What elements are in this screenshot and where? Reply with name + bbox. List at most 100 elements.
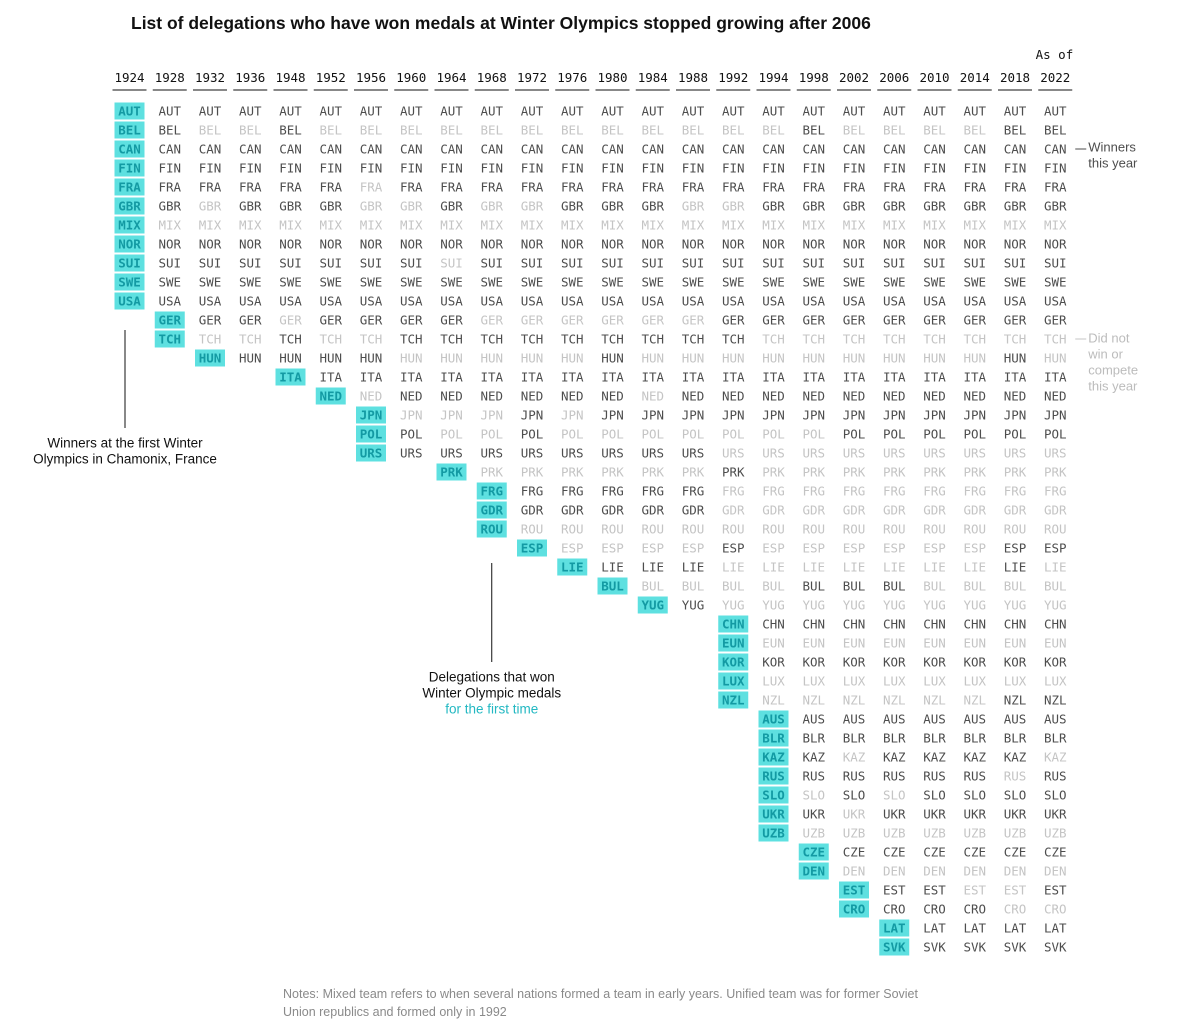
first-time-highlight: [114, 254, 145, 272]
delegation-cell-not-won: POL: [601, 427, 624, 442]
delegation-cell-won: POL: [843, 427, 866, 442]
delegation-cell-won: FRA: [1004, 180, 1027, 195]
delegation-cell-won: RUS: [923, 769, 946, 784]
delegation-cell-not-won: ROU: [722, 522, 745, 537]
delegation-cell-won: AUT: [279, 104, 302, 119]
first-time-highlight: [718, 691, 749, 709]
delegation-cell-won: FRA: [641, 180, 664, 195]
delegation-cell-not-won: PRK: [1004, 465, 1027, 480]
delegation-cell-won: GER: [843, 313, 866, 328]
delegation-cell-not-won: HUN: [1044, 351, 1067, 366]
delegation-cell-not-won: ESP: [843, 541, 866, 556]
delegation-cell-won: HUN: [279, 351, 302, 366]
delegation-cell-won: JPN: [1044, 408, 1067, 423]
delegation-cell-won: FRA: [682, 180, 705, 195]
delegation-cell-won: AUS: [843, 712, 866, 727]
delegation-cell-won: CZE: [1044, 845, 1067, 860]
year-header: 2022: [1040, 70, 1070, 85]
delegation-cell-won: CZE: [843, 845, 866, 860]
delegation-cell-not-won: YUG: [1004, 598, 1027, 613]
delegation-cell-not-won: PRK: [521, 465, 544, 480]
first-time-highlight: [718, 672, 749, 690]
delegation-cell-won: URS: [400, 446, 423, 461]
delegation-cell-won: USA: [601, 294, 624, 309]
delegation-cell-won: ITA: [601, 370, 624, 385]
delegation-cell-won: FRA: [963, 180, 986, 195]
delegation-cell-not-won: NZL: [762, 693, 785, 708]
delegation-cell-won: FIN: [561, 161, 584, 176]
delegation-cell-not-won: MIX: [279, 218, 302, 233]
delegation-cell-won: FIN: [400, 161, 423, 176]
delegation-cell-won: ITA: [521, 370, 544, 385]
delegation-cell-not-won: POL: [722, 427, 745, 442]
delegation-cell-won: USA: [521, 294, 544, 309]
year-header: 1988: [678, 70, 708, 85]
delegation-cell-first: LUX: [722, 674, 745, 689]
delegation-cell-won: CHN: [1004, 617, 1027, 632]
delegation-cell-won: GBR: [762, 199, 785, 214]
year-header: 1948: [275, 70, 305, 85]
delegation-cell-won: FIN: [1044, 161, 1067, 176]
first-winter-annotation-line: Winners at the first Winter: [47, 436, 203, 451]
delegation-cell-won: SUI: [601, 256, 624, 271]
delegation-cell-not-won: POL: [641, 427, 664, 442]
delegation-cell-first: SWE: [118, 275, 141, 290]
delegation-cell-not-won: BUL: [1044, 579, 1067, 594]
delegation-cell-won: GBR: [883, 199, 906, 214]
first-time-highlight: [758, 805, 789, 823]
delegation-cell-won: CAN: [521, 142, 544, 157]
delegation-cell-not-won: EUN: [923, 636, 946, 651]
delegation-cell-won: POL: [521, 427, 544, 442]
delegation-cell-not-won: ESP: [963, 541, 986, 556]
delegation-cell-won: ITA: [802, 370, 825, 385]
delegation-cell-won: SUI: [279, 256, 302, 271]
delegation-cell-won: AUT: [762, 104, 785, 119]
delegation-cell-not-won: JPN: [400, 408, 423, 423]
delegation-cell-won: SWE: [480, 275, 503, 290]
delegation-cell-won: FIN: [440, 161, 463, 176]
delegation-cell-won: KOR: [1044, 655, 1067, 670]
delegation-cell-won: CAN: [561, 142, 584, 157]
delegation-cell-not-won: FRG: [1044, 484, 1067, 499]
delegation-cell-won: AUT: [319, 104, 342, 119]
delegation-cell-won: FRA: [762, 180, 785, 195]
delegation-cell-won: KOR: [923, 655, 946, 670]
delegation-cell-first: GBR: [118, 199, 141, 214]
delegation-cell-won: FIN: [601, 161, 624, 176]
delegation-cell-won: BLR: [1004, 731, 1027, 746]
delegation-cell-won: FRA: [521, 180, 544, 195]
delegation-cell-won: SUI: [400, 256, 423, 271]
delegation-cell-not-won: FRG: [843, 484, 866, 499]
delegation-cell-won: POL: [883, 427, 906, 442]
delegation-cell-won: CHN: [963, 617, 986, 632]
delegation-cell-won: GER: [762, 313, 785, 328]
delegation-cell-not-won: LIE: [923, 560, 946, 575]
delegation-cell-won: USA: [1044, 294, 1067, 309]
delegation-cell-won: CAN: [1044, 142, 1067, 157]
delegation-cell-won: AUT: [239, 104, 262, 119]
not-won-annotation-line: this year: [1088, 379, 1138, 394]
delegation-cell-won: URS: [440, 446, 463, 461]
delegation-cell-not-won: NZL: [883, 693, 906, 708]
delegation-cell-not-won: ROU: [1044, 522, 1067, 537]
first-time-highlight: [114, 121, 145, 139]
first-time-highlight: [718, 615, 749, 633]
delegation-cell-not-won: HUN: [480, 351, 503, 366]
delegation-cell-not-won: DEN: [923, 864, 946, 879]
year-header: 1968: [477, 70, 507, 85]
delegation-cell-won: URS: [480, 446, 503, 461]
delegation-cell-not-won: GER: [601, 313, 624, 328]
delegation-cell-not-won: URS: [963, 446, 986, 461]
delegation-cell-won: CAN: [400, 142, 423, 157]
delegation-cell-won: UKR: [963, 807, 986, 822]
delegation-cell-won: RUS: [1044, 769, 1067, 784]
first-time-highlight: [114, 102, 145, 120]
year-header: 1924: [114, 70, 144, 85]
first-time-highlight: [356, 425, 386, 443]
delegation-cell-won: GBR: [561, 199, 584, 214]
delegation-cell-won: NED: [1044, 389, 1067, 404]
delegation-cell-won: BUL: [802, 579, 825, 594]
delegation-cell-won: POL: [1004, 427, 1027, 442]
delegation-cell-not-won: FRG: [883, 484, 906, 499]
delegation-cell-first: EUN: [722, 636, 745, 651]
